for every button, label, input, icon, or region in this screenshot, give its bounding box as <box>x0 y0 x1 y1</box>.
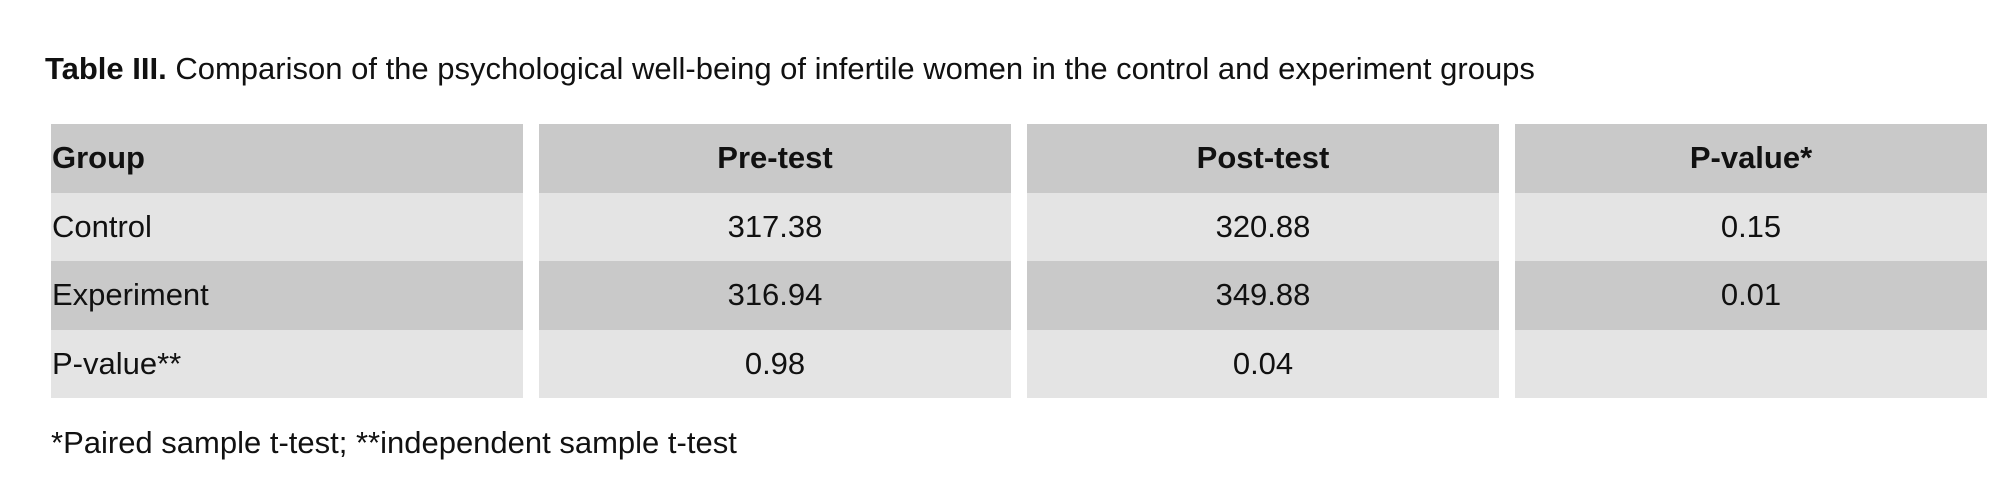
table-caption-text: Comparison of the psychological well-bei… <box>175 51 1535 86</box>
table-cell: 349.88 <box>1027 261 1499 330</box>
row-label: Control <box>51 192 523 261</box>
table-footnote: *Paired sample t-test; **independent sam… <box>51 425 737 460</box>
table-cell: 0.04 <box>1027 329 1499 398</box>
header-post-test: Post-test <box>1027 124 1499 193</box>
table-caption-label: Table III. <box>45 51 167 86</box>
row-label: Experiment <box>51 261 523 330</box>
table-caption: Table III. Comparison of the psychologic… <box>45 44 1535 94</box>
header-pre-test: Pre-test <box>539 124 1011 193</box>
table-cell-empty <box>1515 329 1987 398</box>
header-group: Group <box>51 124 523 193</box>
table-cell: 0.15 <box>1515 192 1987 261</box>
table-cell: 0.98 <box>539 329 1011 398</box>
comparison-table: Group Pre-test Post-test P-value* Contro… <box>51 124 1987 398</box>
row-label: P-value** <box>51 329 523 398</box>
header-p-value: P-value* <box>1515 124 1987 193</box>
table-cell: 316.94 <box>539 261 1011 330</box>
table-cell: 320.88 <box>1027 192 1499 261</box>
table-cell: 0.01 <box>1515 261 1987 330</box>
table-cell: 317.38 <box>539 192 1011 261</box>
